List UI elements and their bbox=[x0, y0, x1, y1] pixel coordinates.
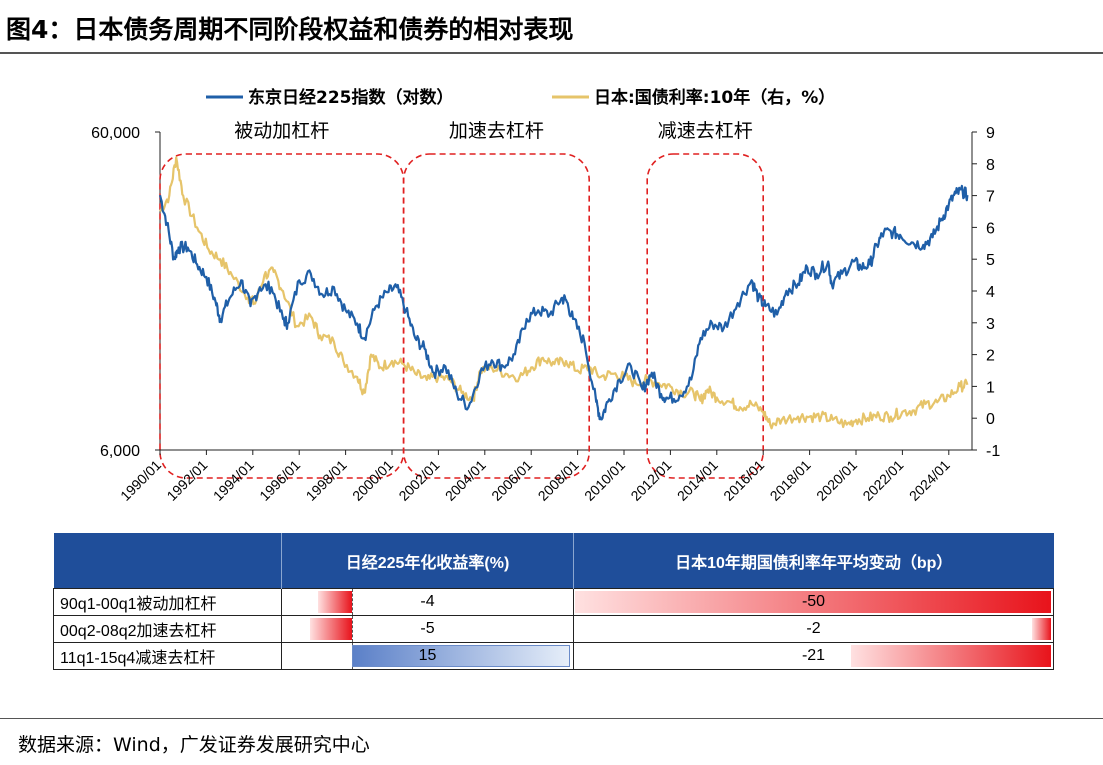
right-tick-label: 1 bbox=[986, 379, 995, 396]
bond-bar bbox=[1031, 618, 1051, 640]
zero-line bbox=[352, 616, 353, 642]
phase-box bbox=[159, 153, 405, 479]
series-line-jgb bbox=[159, 156, 969, 430]
x-tick-label: 1998/01 bbox=[303, 457, 350, 504]
x-tick-label: 2006/01 bbox=[488, 457, 535, 504]
phase-box bbox=[402, 153, 591, 479]
right-tick-label: 8 bbox=[986, 157, 995, 174]
bond-bar bbox=[575, 591, 1051, 613]
equity-bar bbox=[309, 618, 352, 640]
equity-bar bbox=[352, 645, 570, 667]
right-tick-label: 9 bbox=[986, 125, 995, 142]
x-tick-label: 2008/01 bbox=[535, 457, 582, 504]
performance-table: 日经225年化收益率(%) 日本10年期国债利率年平均变动（bp） 90q1-0… bbox=[53, 533, 1054, 670]
bond-cell: -50 bbox=[573, 588, 1054, 616]
equity-cell: -4 bbox=[281, 588, 574, 616]
x-tick-label: 2020/01 bbox=[813, 457, 860, 504]
table-body: 90q1-00q1被动加杠杆 -4 -50 00q2-08q2加速去杠杆 -5 -2 11q… bbox=[53, 588, 1054, 670]
line-chart: 东京日经225指数（对数） 日本:国债利率:10年（右，%） 被动加杠杆 加速去杠… bbox=[91, 87, 1000, 504]
footer-rule bbox=[0, 718, 1103, 719]
phase-boxes: 被动加杠杆 加速去杠杆 减速去杠杆 bbox=[159, 120, 765, 479]
x-tick-label: 2014/01 bbox=[674, 457, 721, 504]
row-label: 11q1-15q4减速去杠杆 bbox=[53, 642, 282, 670]
equity-cell: -5 bbox=[281, 615, 574, 643]
table-header-bond: 日本10年期国债利率年平均变动（bp） bbox=[573, 533, 1054, 589]
x-tick-label: 2012/01 bbox=[627, 457, 674, 504]
row-label: 90q1-00q1被动加杠杆 bbox=[53, 588, 282, 616]
right-tick-label: 3 bbox=[986, 316, 995, 333]
bond-value: -50 bbox=[801, 593, 826, 610]
x-tick-label: 1990/01 bbox=[117, 457, 164, 504]
table-header-blank bbox=[53, 533, 282, 589]
table-row: 11q1-15q4减速去杠杆 15 -21 bbox=[53, 642, 1054, 670]
bond-value: -2 bbox=[806, 620, 821, 637]
chart-legend: 东京日经225指数（对数） 日本:国债利率:10年（右，%） bbox=[206, 87, 835, 108]
x-tick-label: 2016/01 bbox=[720, 457, 767, 504]
x-tick-label: 2022/01 bbox=[859, 457, 906, 504]
left-tick-label: 6,000 bbox=[100, 443, 140, 460]
right-tick-label: 4 bbox=[986, 284, 995, 301]
equity-value: -4 bbox=[420, 593, 435, 610]
row-label: 00q2-08q2加速去杠杆 bbox=[53, 615, 282, 643]
zero-line bbox=[352, 589, 353, 615]
equity-value: 15 bbox=[418, 647, 437, 664]
series-lines bbox=[158, 156, 969, 430]
equity-value: -5 bbox=[420, 620, 435, 637]
x-tick-label: 1992/01 bbox=[163, 457, 210, 504]
legend-label-jgb: 日本:国债利率:10年（右，%） bbox=[594, 87, 835, 108]
x-tick-label: 2010/01 bbox=[581, 457, 628, 504]
phase-label: 被动加杠杆 bbox=[234, 120, 329, 142]
right-tick-label: 7 bbox=[986, 189, 995, 206]
bond-value: -21 bbox=[801, 647, 826, 664]
right-tick-label: 2 bbox=[986, 348, 995, 365]
equity-cell: 15 bbox=[281, 642, 574, 670]
legend-label-nikkei: 东京日经225指数（对数） bbox=[248, 87, 454, 108]
left-tick-label: 60,000 bbox=[91, 125, 140, 142]
table-row: 00q2-08q2加速去杠杆 -5 -2 bbox=[53, 615, 1054, 643]
figure-title: 图4：日本债务周期不同阶段权益和债券的相对表现 bbox=[6, 15, 574, 44]
bond-cell: -21 bbox=[573, 642, 1054, 670]
phase-label: 减速去杠杆 bbox=[658, 120, 753, 142]
series-line-nikkei bbox=[158, 184, 969, 421]
x-tick-label: 1994/01 bbox=[210, 457, 257, 504]
right-tick-label: 6 bbox=[986, 220, 995, 237]
table-row: 90q1-00q1被动加杠杆 -4 -50 bbox=[53, 588, 1054, 616]
equity-bar bbox=[318, 591, 352, 613]
phase-label: 加速去杠杆 bbox=[449, 120, 544, 142]
table-header-equity: 日经225年化收益率(%) bbox=[281, 533, 574, 589]
x-tick-label: 2002/01 bbox=[395, 457, 442, 504]
x-tick-label: 2018/01 bbox=[767, 457, 814, 504]
x-tick-label: 2004/01 bbox=[442, 457, 489, 504]
bond-bar bbox=[851, 645, 1051, 667]
source-note: 数据来源：Wind，广发证券发展研究中心 bbox=[18, 734, 370, 756]
title-rule bbox=[0, 52, 1103, 54]
phase-box bbox=[646, 153, 765, 479]
x-tick-label: 2000/01 bbox=[349, 457, 396, 504]
bond-cell: -2 bbox=[573, 615, 1054, 643]
right-tick-label: 0 bbox=[986, 411, 995, 428]
x-tick-label: 2024/01 bbox=[906, 457, 953, 504]
x-tick-label: 1996/01 bbox=[256, 457, 303, 504]
right-tick-label: 5 bbox=[986, 252, 995, 269]
right-tick-label: -1 bbox=[986, 443, 1000, 460]
